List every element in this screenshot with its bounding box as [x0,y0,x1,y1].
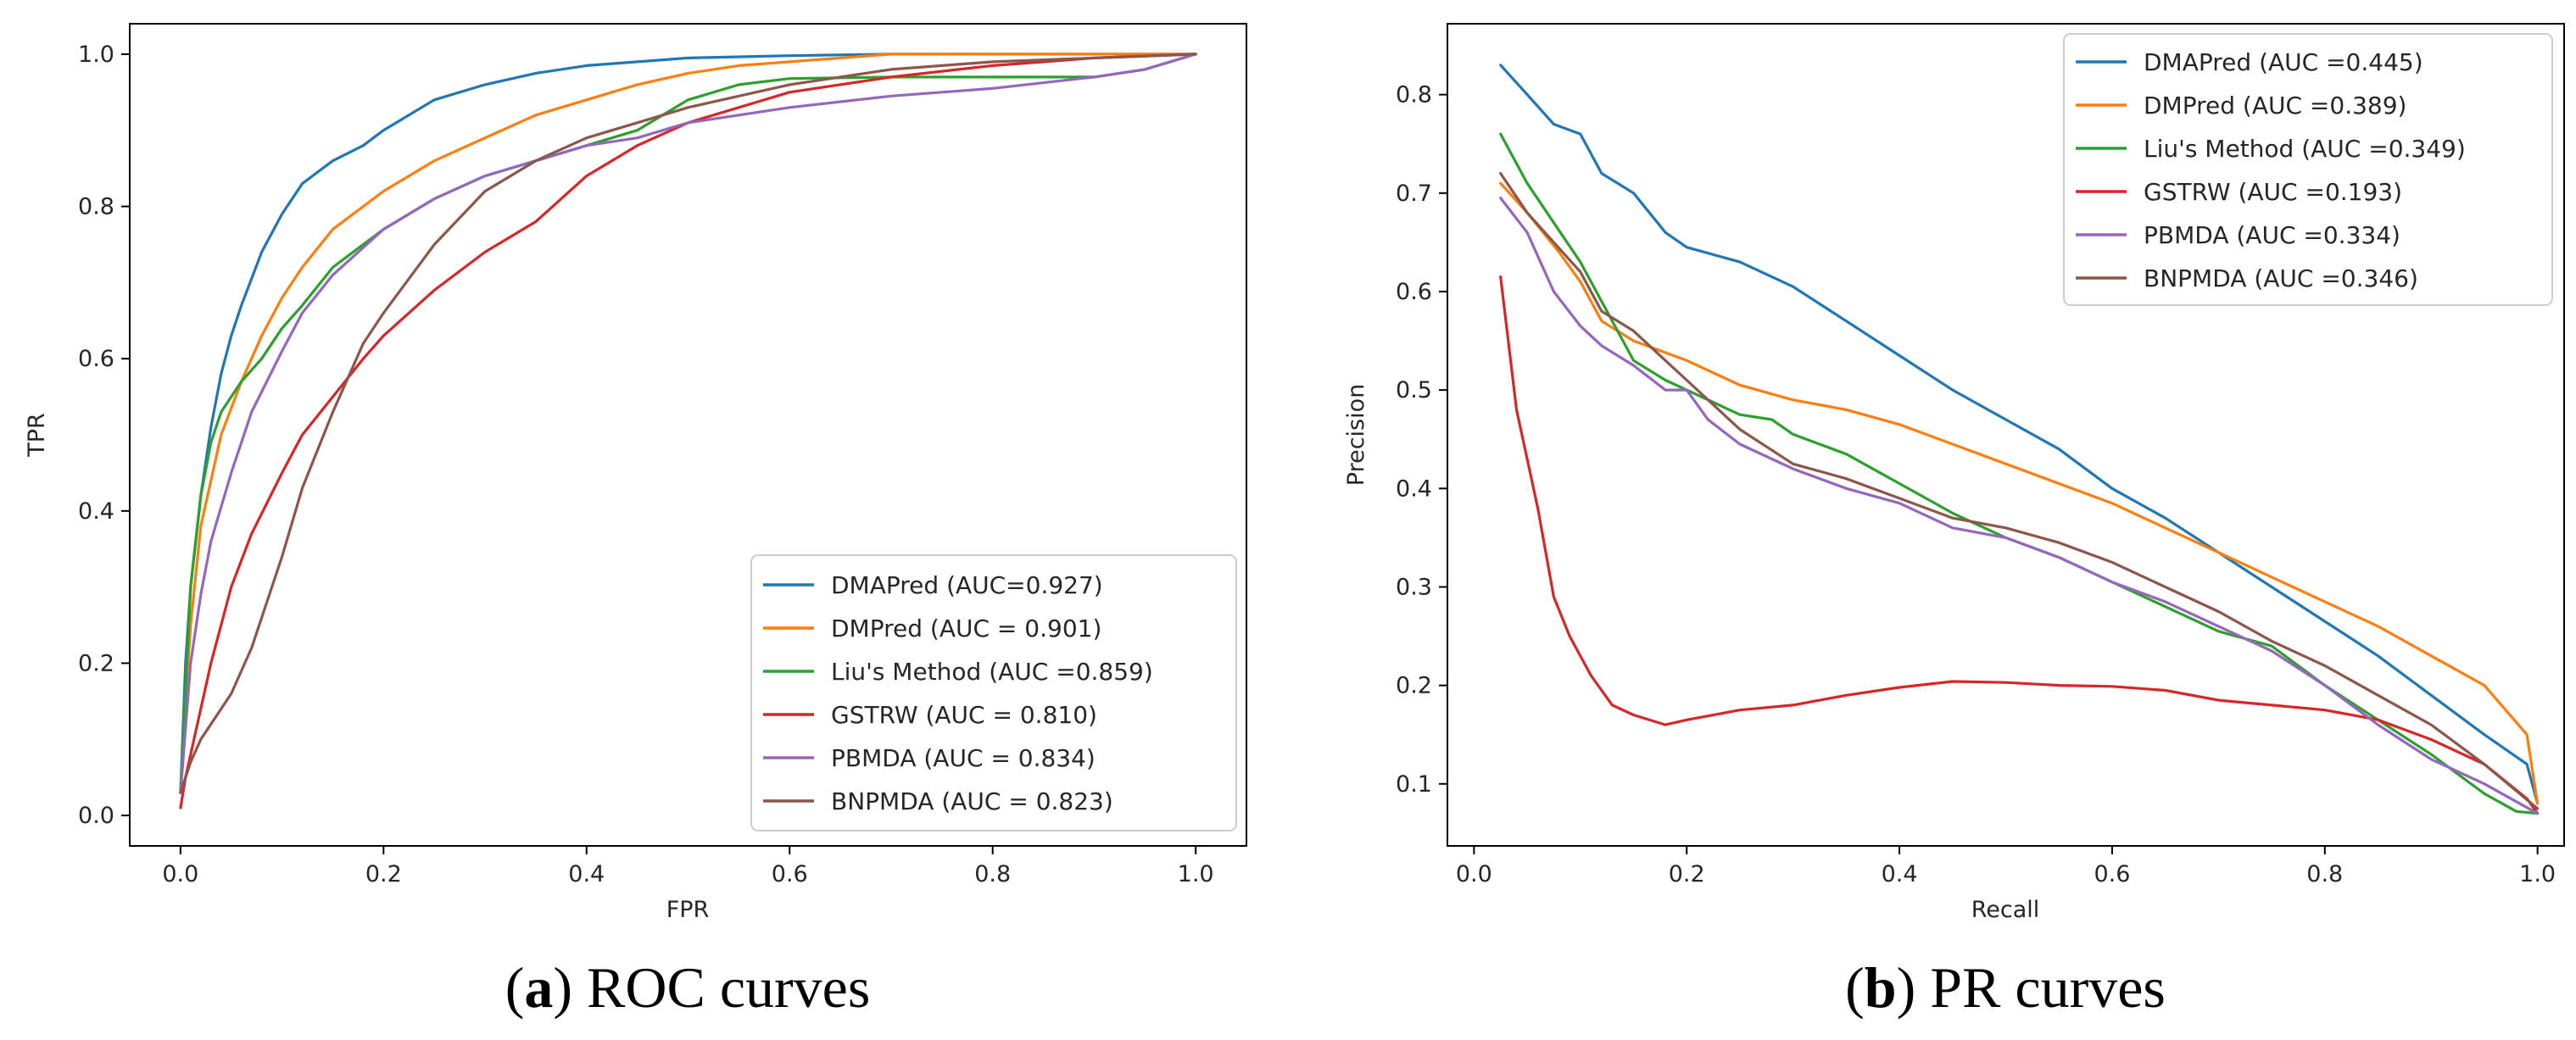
roc-legend-items: DMAPred (AUC=0.927) DMPred (AUC = 0.901) L… [763,571,1153,815]
pr-legend-label-gstrw: GSTRW (AUC =0.193) [2144,178,2402,206]
roc-series-dmapred-line [179,53,1197,794]
pr-x-tick-label: 1.0 [2519,861,2556,887]
pr-y-axis-label: Precision [1343,384,1369,486]
pr-chart: 0.0 0.2 0.4 0.6 0.8 1.0 0.1 0.2 0.3 0.4 0.5 0.6 0.7… [1343,23,2565,1020]
roc-x-tick-label: 0.4 [568,861,605,887]
pr-y-tick-label: 0.7 [1396,181,1432,207]
pr-y-tick-label: 0.1 [1396,771,1432,798]
roc-x-tick-label: 0.8 [974,861,1011,887]
pr-legend-label-dmapred: DMAPred (AUC =0.445) [2144,48,2423,76]
roc-y-tick-label: 0.2 [78,650,114,676]
pr-caption-text: PR curves [1915,955,2166,1020]
pr-legend-box [2063,33,2553,306]
roc-legend-label-dmapred: DMAPred (AUC=0.927) [831,571,1103,599]
pr-y-tick-label: 0.5 [1396,377,1432,403]
pr-x-tick-label: 0.0 [1456,861,1492,887]
roc-x-tick-label: 0.2 [365,861,402,887]
roc-series-layer [179,53,1197,809]
pr-series-pbmda-line [1499,197,2540,815]
pr-y-ticks: 0.1 0.2 0.3 0.4 0.5 0.6 0.7 0.8 [1396,82,1447,798]
roc-series-pbmda-line [179,53,1197,794]
roc-y-tick-label: 0.0 [78,803,114,829]
pr-y-tick-label: 0.2 [1396,673,1432,699]
roc-legend-label-pbmda: PBMDA (AUC = 0.834) [831,744,1096,772]
roc-y-tick-label: 1.0 [78,42,114,68]
pr-plot-frame [1447,23,2565,847]
roc-caption: (a) ROC curves [505,955,871,1020]
roc-series-dmpred-line [179,53,1197,794]
roc-chart: 0.0 0.2 0.4 0.6 0.8 1.0 0.0 0.2 0.4 0.6 0.8 1.0 FP… [24,23,1247,1020]
roc-caption-open: ( [505,955,525,1020]
roc-y-tick-label: 0.6 [78,346,114,372]
pr-y-tick-label: 0.3 [1396,574,1432,600]
roc-x-ticks: 0.0 0.2 0.4 0.6 0.8 1.0 [162,846,1214,887]
roc-x-tick-label: 0.0 [162,861,198,887]
roc-series-gstrw-line [179,53,1197,809]
pr-series-layer [1499,64,2540,815]
roc-x-tick-label: 1.0 [1178,861,1214,887]
roc-legend: DMAPred (AUC=0.927) DMPred (AUC = 0.901) L… [750,554,1237,831]
pr-x-tick-label: 0.8 [2306,861,2343,887]
roc-y-ticks: 0.0 0.2 0.4 0.6 0.8 1.0 [78,42,130,829]
roc-x-axis-label: FPR [666,897,710,923]
pr-series-liu-s-method-line [1499,132,2540,815]
pr-series-gstrw-line [1499,275,2540,815]
roc-series-bnpmda-line [179,53,1197,794]
roc-legend-box [750,554,1237,831]
roc-y-tick-label: 0.8 [78,194,114,220]
pr-x-tick-label: 0.4 [1882,861,1918,887]
pr-caption-open: ( [1845,955,1865,1020]
roc-caption-text: ROC curves [572,955,870,1020]
roc-x-tick-label: 0.6 [772,861,808,887]
pr-x-ticks: 0.0 0.2 0.4 0.6 0.8 1.0 [1456,846,2556,887]
roc-legend-label-gstrw: GSTRW (AUC = 0.810) [831,701,1097,729]
roc-y-axis-label: TPR [24,413,50,458]
pr-y-tick-label: 0.4 [1396,476,1432,502]
pr-caption-close: ) [1897,955,1916,1020]
roc-caption-close: ) [553,955,572,1020]
pr-legend-label-liu-s-method: Liu's Method (AUC =0.349) [2144,135,2466,163]
pr-y-tick-label: 0.6 [1396,279,1432,305]
pr-legend-label-pbmda: PBMDA (AUC =0.334) [2144,221,2400,249]
pr-y-tick-label: 0.8 [1396,82,1432,108]
roc-legend-label-liu-s-method: Liu's Method (AUC =0.859) [831,658,1153,686]
pr-series-dmpred-line [1499,181,2540,805]
pr-legend-label-dmpred: DMPred (AUC =0.389) [2144,92,2406,120]
roc-legend-label-bnpmda: BNPMDA (AUC = 0.823) [831,787,1113,815]
pr-series-dmapred-line [1499,64,2540,805]
roc-plot-frame [129,23,1247,847]
roc-legend-label-dmpred: DMPred (AUC = 0.901) [831,615,1101,642]
roc-caption-letter: a [524,955,553,1020]
pr-series-bnpmda-line [1499,172,2540,810]
pr-x-tick-label: 0.6 [2094,861,2130,887]
pr-caption: (b) PR curves [1845,955,2166,1020]
pr-legend-label-bnpmda: BNPMDA (AUC =0.346) [2144,264,2418,292]
pr-x-tick-label: 0.2 [1669,861,1705,887]
pr-legend: DMAPred (AUC =0.445) DMPred (AUC =0.389) L… [2063,33,2553,306]
pr-legend-items: DMAPred (AUC =0.445) DMPred (AUC =0.389) L… [2076,48,2466,292]
pr-caption-letter: b [1865,955,1897,1020]
pr-x-axis-label: Recall [1971,897,2040,923]
roc-y-tick-label: 0.4 [78,498,114,525]
